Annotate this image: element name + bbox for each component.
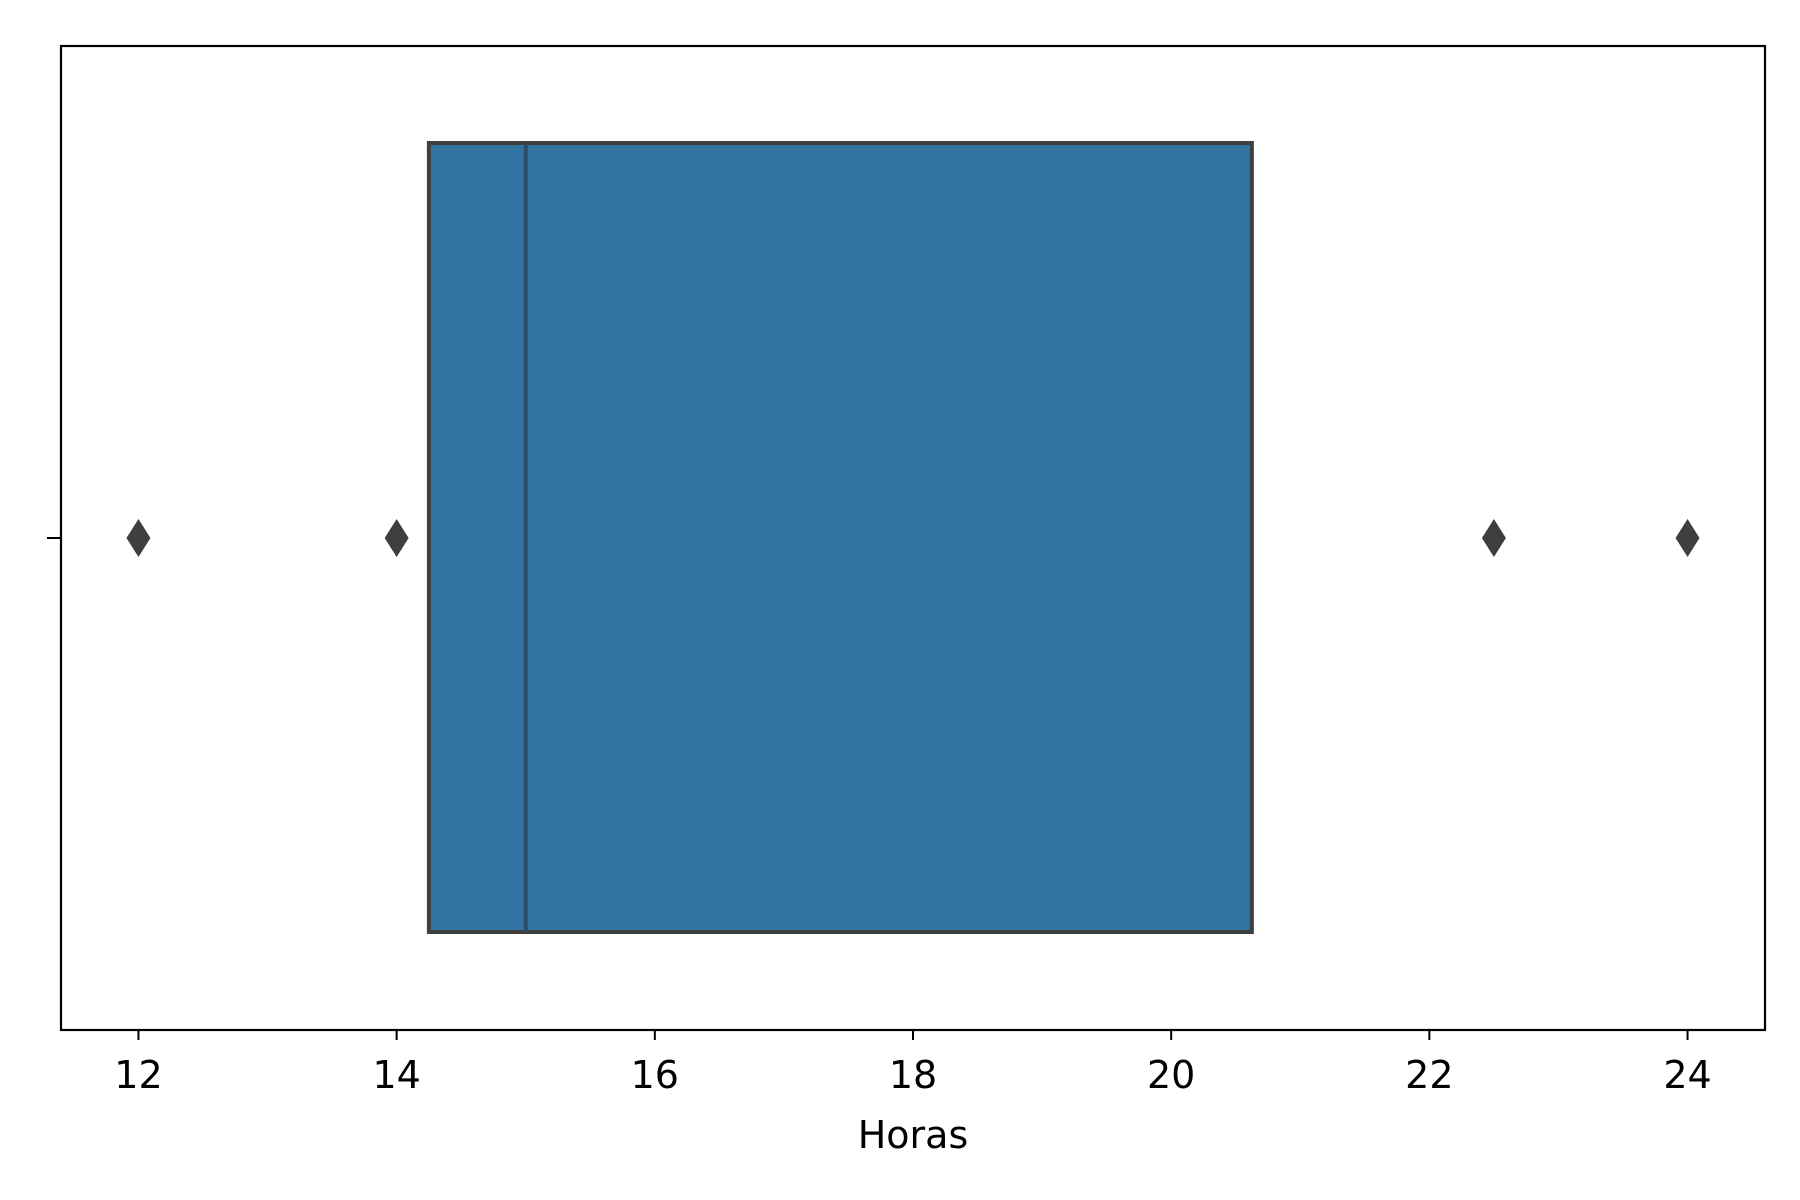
x-tick-label: 20 bbox=[1147, 1053, 1195, 1097]
outlier-point bbox=[126, 519, 151, 557]
x-tick-label: 22 bbox=[1405, 1053, 1453, 1097]
iqr-box bbox=[426, 141, 1254, 934]
x-tick-label: 18 bbox=[889, 1053, 937, 1097]
x-tick-label: 12 bbox=[114, 1053, 162, 1097]
x-tick-label: 14 bbox=[372, 1053, 420, 1097]
outlier-point bbox=[384, 519, 409, 557]
x-tick-label: 16 bbox=[631, 1053, 679, 1097]
outlier-group bbox=[126, 519, 1700, 557]
outlier-point bbox=[1481, 519, 1506, 557]
outlier-point bbox=[1675, 519, 1700, 557]
x-tick-label: 24 bbox=[1663, 1053, 1711, 1097]
box-group bbox=[426, 141, 1254, 934]
x-axis-label: Horas bbox=[858, 1113, 969, 1157]
x-axis-ticks: 12 14 16 18 20 22 24 bbox=[114, 1030, 1712, 1097]
